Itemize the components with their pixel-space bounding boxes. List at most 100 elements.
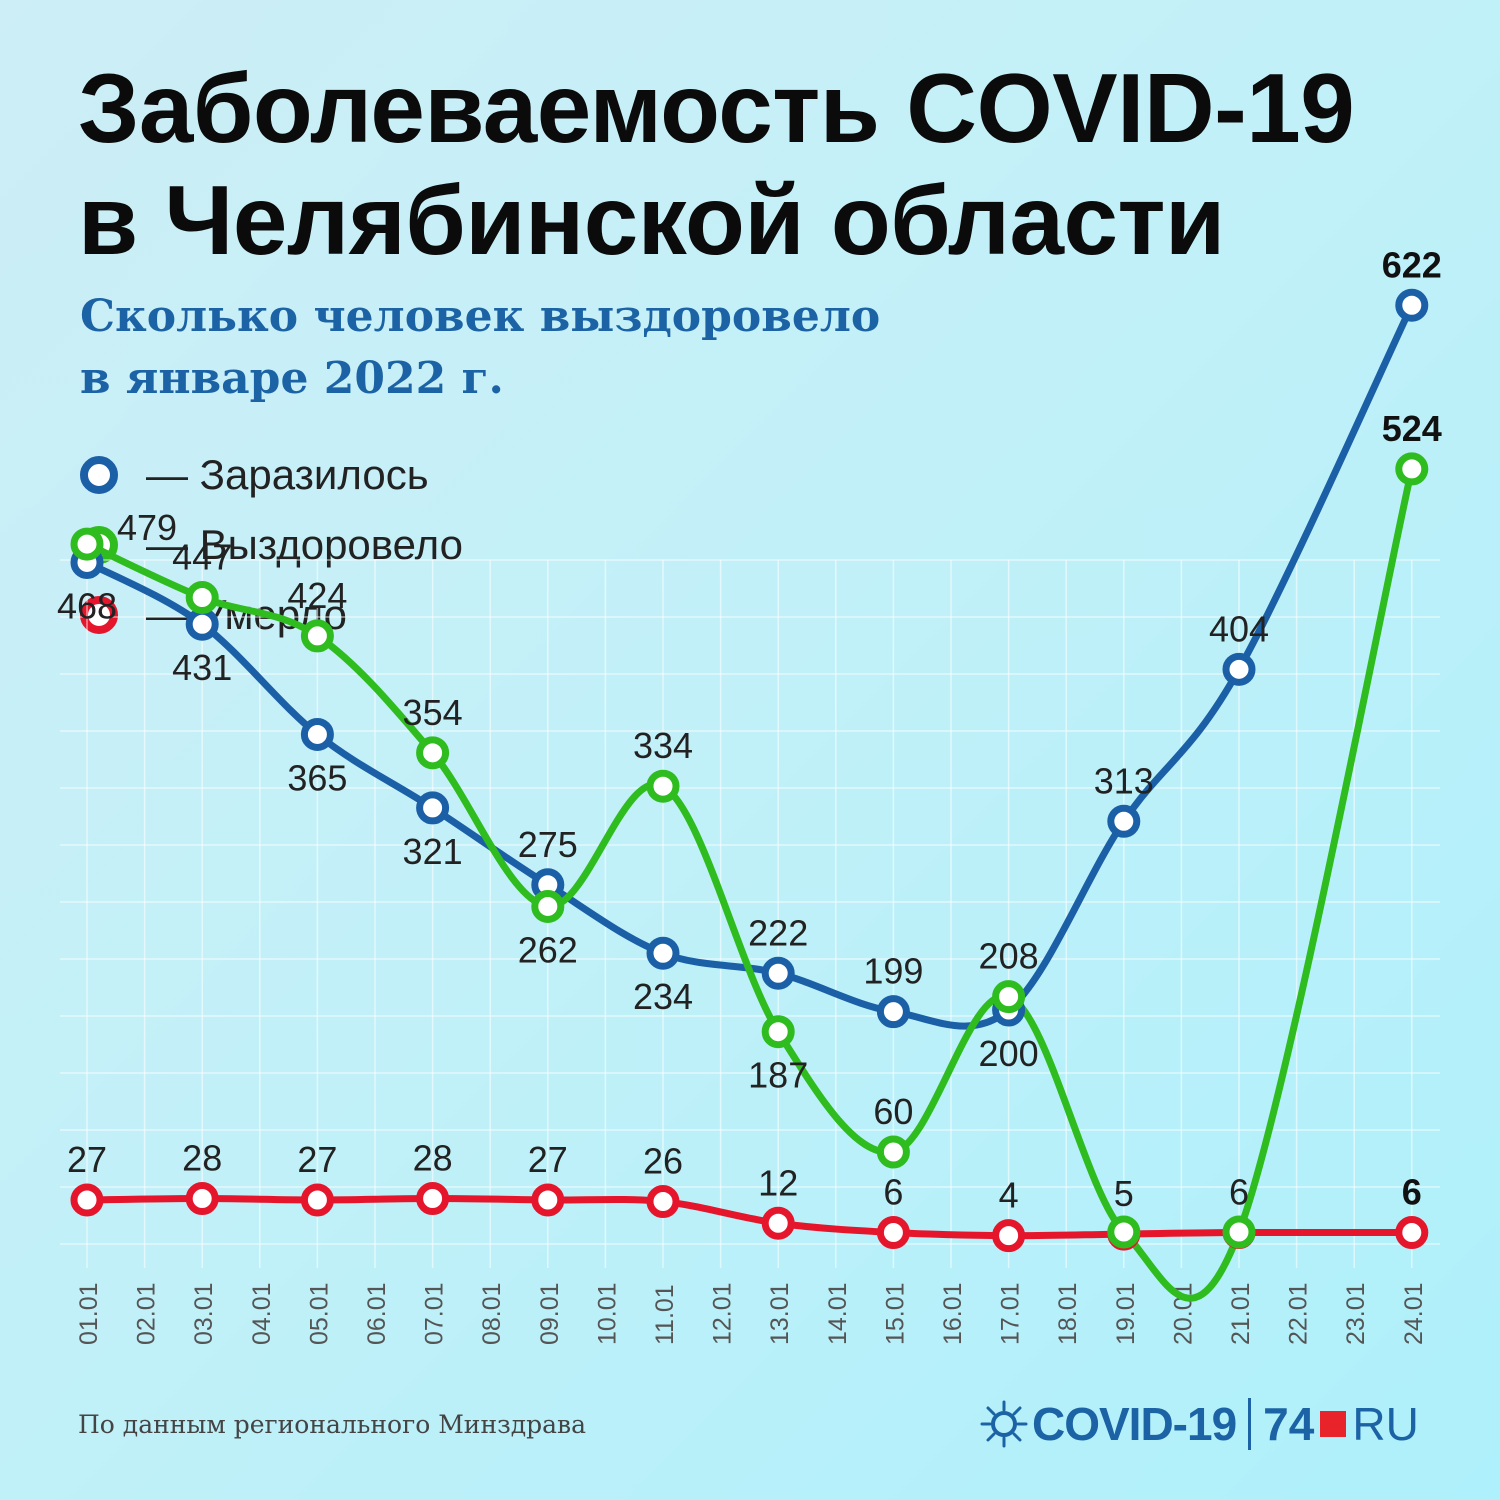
- chart-subtitle: Сколько человек выздоровело в январе 202…: [80, 286, 880, 410]
- point-infected: [185, 607, 219, 641]
- x-tick-label: 10.01: [593, 1282, 621, 1345]
- data-label-died: 27: [297, 1139, 337, 1180]
- x-tick-label: 18.01: [1054, 1282, 1082, 1345]
- data-label-infected: 431: [172, 647, 232, 688]
- legend-item-infected: — Заразилось: [80, 440, 463, 510]
- x-tick-label: 06.01: [363, 1282, 391, 1345]
- point-died: [531, 1183, 565, 1217]
- point-recovered: [70, 527, 104, 561]
- logo: COVID-19 74 RU: [980, 1392, 1419, 1456]
- point-recovered: [992, 980, 1026, 1014]
- logo-74-text: 74: [1263, 1398, 1315, 1450]
- data-label-infected: 275: [518, 824, 578, 865]
- point-infected: [416, 791, 450, 825]
- data-label-infected: 365: [287, 757, 347, 798]
- data-label-recovered: 262: [518, 929, 578, 970]
- title-line-2: в Челябинской области: [78, 165, 1225, 275]
- point-recovered: [300, 619, 334, 653]
- data-label-died: 6: [1402, 1172, 1422, 1213]
- point-recovered: [646, 769, 680, 803]
- x-tick-label: 24.01: [1400, 1282, 1428, 1345]
- legend-item-died: — Умерло: [80, 580, 463, 650]
- point-infected: [300, 717, 334, 751]
- data-label-died: 28: [413, 1138, 453, 1179]
- data-label-died: 12: [758, 1162, 798, 1203]
- x-tick-label: 01.01: [75, 1282, 103, 1345]
- x-tick-label: 13.01: [766, 1282, 794, 1345]
- point-died: [300, 1183, 334, 1217]
- point-died: [185, 1182, 219, 1216]
- data-label-recovered: 354: [403, 692, 463, 733]
- x-tick-label: 16.01: [939, 1282, 967, 1345]
- x-tick-label: 23.01: [1342, 1282, 1370, 1345]
- data-label-infected: 321: [403, 831, 463, 872]
- data-label-died: 6: [1229, 1172, 1249, 1213]
- data-label-recovered: 447: [172, 537, 232, 578]
- x-tick-label: 07.01: [421, 1282, 449, 1345]
- logo-covid-text: COVID-19: [1032, 1398, 1237, 1450]
- x-tick-label: 03.01: [190, 1282, 218, 1345]
- subtitle-line-2: в январе 2022 г.: [80, 353, 504, 404]
- point-died: [70, 1183, 104, 1217]
- point-infected: [1107, 804, 1141, 838]
- point-died: [646, 1185, 680, 1219]
- point-recovered: [1222, 1215, 1256, 1249]
- data-label-died: 27: [67, 1139, 107, 1180]
- x-tick-label: 17.01: [997, 1282, 1025, 1345]
- data-label-infected: 404: [1209, 608, 1269, 649]
- x-tick-label: 15.01: [881, 1282, 909, 1345]
- point-recovered: [761, 1015, 795, 1049]
- x-tick-label: 14.01: [824, 1282, 852, 1345]
- data-label-recovered: 524: [1382, 408, 1442, 449]
- point-recovered: [185, 581, 219, 615]
- x-tick-label: 21.01: [1227, 1282, 1255, 1345]
- point-recovered: [1395, 452, 1429, 486]
- data-label-infected: 313: [1094, 760, 1154, 801]
- point-recovered: [416, 736, 450, 770]
- x-tick-label: 11.01: [651, 1284, 679, 1345]
- legend-marker-infected: [80, 456, 118, 494]
- data-label-died: 6: [883, 1172, 903, 1213]
- data-label-recovered: 479: [117, 507, 177, 548]
- data-label-infected: 468: [57, 585, 117, 626]
- x-tick-label: 04.01: [248, 1282, 276, 1345]
- data-label-died: 28: [182, 1138, 222, 1179]
- x-tick-label: 02.01: [133, 1282, 161, 1345]
- series-line-recovered: [83, 465, 1416, 1302]
- point-infected: [1395, 288, 1429, 322]
- virus-icon: [980, 1400, 1028, 1448]
- point-died: [1395, 1216, 1429, 1250]
- data-label-infected: 199: [863, 951, 923, 992]
- x-tick-label: 22.01: [1285, 1282, 1313, 1345]
- data-label-recovered: 187: [748, 1055, 808, 1096]
- subtitle-line-1: Сколько человек выздоровело: [80, 291, 881, 342]
- point-infected: [761, 956, 795, 990]
- x-tick-label: 05.01: [305, 1282, 333, 1345]
- point-died: [876, 1216, 910, 1250]
- x-tick-label: 09.01: [536, 1282, 564, 1345]
- x-tick-label: 19.01: [1112, 1282, 1140, 1345]
- x-tick-label: 08.01: [478, 1282, 506, 1345]
- logo-red-square: [1320, 1411, 1347, 1437]
- data-label-infected: 222: [748, 912, 808, 953]
- data-label-died: 27: [528, 1139, 568, 1180]
- logo-ru-text: RU: [1352, 1398, 1419, 1450]
- point-recovered: [876, 1135, 910, 1169]
- x-tick-label: 12.01: [709, 1282, 737, 1345]
- title-line-1: Заболеваемость COVID-19: [78, 53, 1355, 163]
- data-label-recovered: 60: [873, 1091, 913, 1132]
- point-died: [992, 1219, 1026, 1253]
- point-died: [416, 1182, 450, 1216]
- point-infected: [646, 936, 680, 970]
- data-label-died: 26: [643, 1141, 683, 1182]
- data-label-recovered: 208: [979, 936, 1039, 977]
- data-label-died: 4: [999, 1175, 1019, 1216]
- point-recovered: [1107, 1215, 1141, 1249]
- source-note: По данным регионального Минздрава: [78, 1410, 587, 1439]
- point-died: [761, 1206, 795, 1240]
- data-label-infected: 622: [1382, 244, 1442, 285]
- logo-divider: [1248, 1398, 1252, 1450]
- legend-label-infected: — Заразилось: [146, 451, 429, 498]
